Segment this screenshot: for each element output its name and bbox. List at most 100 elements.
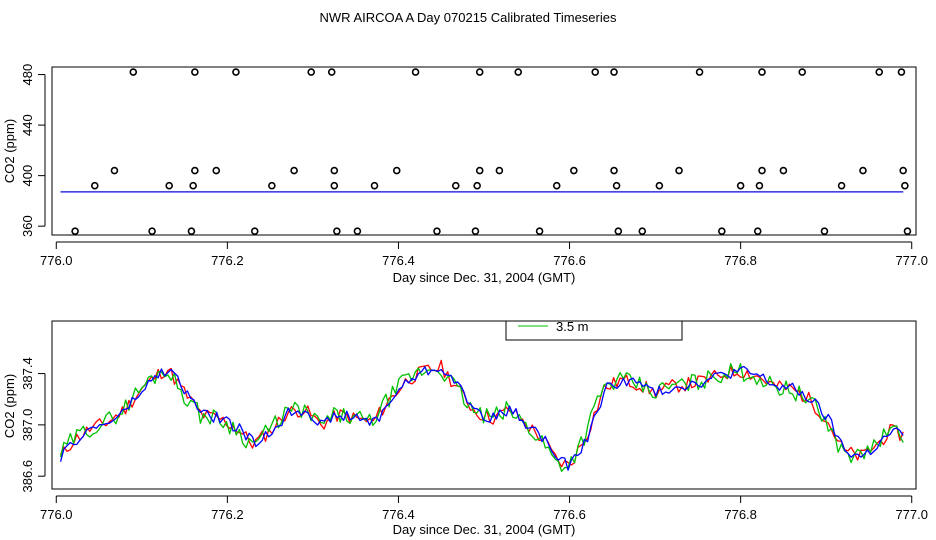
bottom-x-tick-label: 776.0 [40,507,73,522]
bottom-x-tick-label: 776.4 [382,507,415,522]
top-scatter-point [187,227,196,236]
top-y-axis: 360 400 440 480 [20,64,46,237]
top-scatter-point [212,166,221,175]
top-scatter-point [330,166,339,175]
top-scatter-point [307,68,316,76]
top-scatter-point [798,68,807,76]
bottom-x-axis: 776.0 776.2 776.4 776.6 776.8 777.0 [40,495,928,522]
top-y-axis-label: CO2 (ppm) [2,119,17,183]
top-scatter-point [655,181,664,190]
bottom-x-tick-label: 776.2 [211,507,244,522]
top-scatter-point [552,181,561,190]
bottom-x-tick-label: 776.8 [724,507,757,522]
bottom-series-green [59,363,904,473]
top-scatter-point [610,166,618,175]
top-scatter-point [330,181,339,190]
legend-box [505,320,683,341]
top-scatter-point [758,166,766,175]
top-scatter-point [610,68,618,76]
bottom-y-axis: 386.6 387.0 387.4 [20,357,46,493]
top-scatter-point [614,227,623,236]
top-scatter-point [333,227,341,236]
bottom-y-axis-label: CO2 (ppm) [2,374,17,438]
bottom-y-tick-label: 387.0 [20,409,35,442]
top-x-tick-label: 777.0 [895,253,928,268]
top-y-tick-label: 360 [20,215,35,237]
bottom-y-tick-label: 387.4 [20,357,35,390]
top-scatter-point [718,227,726,236]
top-chart-panel: 776.0 776.2 776.4 776.6 776.8 777.0 360 400 440… [2,64,928,285]
bottom-y-tick-label: 386.6 [20,460,35,493]
bottom-x-axis-label: Day since Dec. 31, 2004 (GMT) [393,522,576,537]
top-scatter-point [779,166,788,175]
top-scatter-point [189,181,197,190]
legend-label-3.5m: 3.5 m [556,319,589,334]
top-scatter-point [473,181,481,190]
top-scatter-point [897,68,906,76]
top-scatter-point [755,181,764,190]
bottom-x-tick-label: 776.6 [553,507,586,522]
top-scatter-point [695,68,704,76]
top-scatter-point [471,227,480,236]
top-plot-frame [51,66,917,236]
top-scatter-point [250,227,259,236]
top-scatter-point [165,181,173,190]
top-scatter-point [736,181,745,190]
top-x-tick-label: 776.6 [553,253,586,268]
top-scatter-point [475,166,484,175]
top-scatter-point [753,227,762,236]
top-scatter-point [290,166,298,175]
top-scatter-point [535,227,544,236]
top-scatter-point [90,181,99,190]
top-scatter-point [859,166,867,175]
top-scatter-point [392,166,401,175]
top-x-tick-label: 776.8 [724,253,757,268]
top-scatter-point [451,181,460,190]
top-scatter-point [370,181,379,190]
top-scatter-point [899,166,907,175]
top-scatter-point [110,166,119,175]
top-y-tick-label: 440 [20,114,35,136]
figure-title: NWR AIRCOA A Day 070215 Calibrated Times… [320,10,617,25]
top-x-tick-label: 776.2 [211,253,244,268]
top-scatter-point [875,68,884,76]
top-scatter-point [71,227,79,236]
top-y-tick-label: 480 [20,64,35,86]
bottom-series-blue [59,365,904,471]
top-scatter-point [820,227,829,236]
top-y-tick-label: 400 [20,165,35,187]
bottom-plot-frame [51,320,917,490]
top-scatter-point [903,227,912,236]
top-scatter-point [495,166,504,175]
bottom-chart-panel: 776.0 776.2 776.4 776.6 776.8 777.0 386.6 387.… [2,319,928,537]
top-scatter-point [591,68,600,76]
top-scatter-point [129,68,138,76]
top-scatter-point [514,68,523,76]
top-scatter-point [353,227,362,236]
top-scatter-point [433,227,441,236]
top-scatter-point [148,227,156,236]
bottom-x-tick-label: 777.0 [895,507,928,522]
top-x-tick-label: 776.0 [40,253,73,268]
top-scatter-point [570,166,578,175]
top-scatter-point [475,68,484,76]
top-scatter-point [411,68,420,76]
top-scatter-points [71,68,912,236]
top-scatter-point [758,68,766,76]
legend: 3.5 m [505,319,683,341]
top-x-tick-label: 776.4 [382,253,415,268]
bottom-series-lines [59,359,904,473]
top-scatter-point [675,166,683,175]
top-scatter-point [612,181,621,190]
top-scatter-point [638,227,647,236]
top-scatter-point [191,166,199,175]
top-scatter-point [837,181,846,190]
top-scatter-point [191,68,199,76]
top-x-axis-label: Day since Dec. 31, 2004 (GMT) [393,270,576,285]
top-scatter-point [901,181,909,190]
top-x-axis: 776.0 776.2 776.4 776.6 776.8 777.0 [40,241,928,268]
top-scatter-point [268,181,276,190]
top-scatter-point [232,68,240,76]
top-scatter-point [327,68,336,76]
